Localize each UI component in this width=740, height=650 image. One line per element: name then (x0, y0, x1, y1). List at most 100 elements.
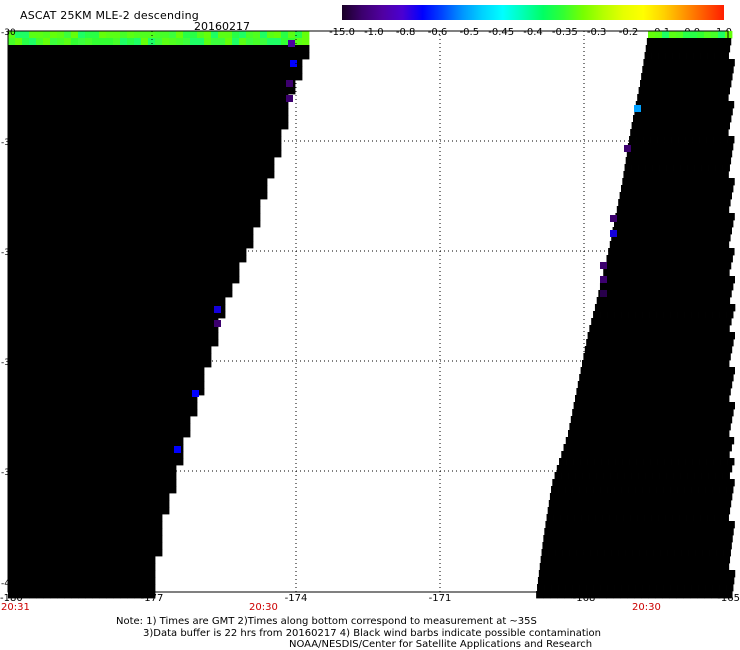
wind-cell (8, 94, 16, 102)
wind-cell (8, 248, 16, 256)
colorbar-tick-label: -0.4 (523, 27, 543, 38)
wind-cell (50, 66, 58, 74)
wind-cell (232, 115, 240, 123)
wind-cell (92, 507, 100, 515)
wind-cell (29, 591, 37, 599)
wind-cell (694, 360, 702, 368)
wind-cell (71, 241, 79, 249)
wind-cell (57, 458, 65, 466)
wind-cell (134, 360, 142, 368)
wind-cell (681, 199, 689, 207)
wind-cell (113, 122, 121, 130)
wind-cell (646, 500, 655, 508)
wind-cell (539, 563, 548, 571)
wind-cell (15, 318, 23, 326)
wind-cell (682, 227, 690, 235)
wind-cell (274, 73, 282, 81)
wind-cell (197, 290, 205, 298)
wind-cell (120, 570, 128, 578)
wind-cell (721, 241, 730, 249)
wind-cell (680, 556, 689, 564)
wind-cell (597, 353, 605, 361)
wind-cell (29, 185, 37, 193)
wind-cell (204, 31, 212, 39)
wind-cell (658, 52, 666, 60)
wind-cell (148, 381, 156, 389)
wind-cell (694, 395, 702, 403)
wind-cell (253, 220, 261, 228)
wind-cell (274, 129, 282, 137)
wind-cell (50, 227, 58, 235)
wind-cell (36, 367, 44, 375)
wind-cell (162, 353, 170, 361)
wind-cell (218, 38, 226, 46)
wind-cell (64, 115, 72, 123)
wind-cell (155, 332, 163, 340)
wind-cell (85, 311, 93, 319)
wind-cell (281, 115, 289, 123)
wind-cell (639, 234, 647, 242)
wind-cell (614, 577, 623, 585)
wind-cell (722, 269, 730, 277)
wind-cell (712, 220, 720, 228)
wind-cell (650, 521, 658, 529)
wind-cell (232, 66, 240, 74)
wind-cell (225, 136, 233, 144)
wind-cell (232, 185, 240, 193)
wind-cell (99, 150, 107, 158)
wind-cell (36, 248, 44, 256)
wind-cell (148, 325, 156, 333)
wind-cell (295, 45, 303, 53)
wind-cell (635, 339, 643, 347)
wind-cell (71, 465, 79, 473)
wind-cell (274, 38, 282, 46)
wind-cell (92, 262, 100, 270)
wind-cell (134, 38, 142, 46)
wind-cell (656, 528, 664, 536)
wind-cell (633, 416, 642, 424)
wind-cell (64, 458, 72, 466)
wind-cell (677, 486, 685, 494)
wind-cell (603, 395, 611, 403)
wind-cell (690, 108, 698, 116)
wind-cell (15, 283, 23, 291)
wind-cell (211, 94, 219, 102)
wind-cell (686, 241, 695, 249)
wind-cell (155, 409, 163, 417)
wind-cell (712, 374, 720, 382)
wind-cell (22, 423, 30, 431)
wind-cell (29, 171, 37, 179)
wind-cell (253, 213, 261, 221)
wind-cell (713, 136, 721, 144)
wind-cell (197, 304, 205, 312)
wind-cell (601, 402, 609, 410)
wind-cell (78, 346, 86, 354)
wind-cell (29, 388, 37, 396)
wind-cell (29, 164, 37, 172)
wind-cell (106, 101, 114, 109)
wind-cell (36, 360, 44, 368)
wind-cell (106, 213, 114, 221)
wind-cell (649, 584, 657, 592)
wind-cell (169, 241, 177, 249)
wind-cell (591, 493, 600, 501)
wind-cell (702, 262, 711, 270)
wind-cell (36, 563, 44, 571)
wind-cell (127, 311, 135, 319)
wind-cell (619, 542, 627, 550)
wind-cell (127, 269, 135, 277)
wind-cell (43, 94, 51, 102)
wind-cell (677, 584, 685, 592)
wind-cell (664, 304, 673, 312)
wind-cell (134, 59, 142, 67)
wind-cell (603, 430, 611, 438)
wind-cell (176, 325, 184, 333)
wind-cell (663, 339, 671, 347)
wind-cell (127, 514, 135, 522)
wind-cell (671, 332, 679, 340)
wind-cell (148, 318, 156, 326)
wind-cell (120, 346, 128, 354)
wind-cell (36, 381, 44, 389)
wind-cell (232, 164, 240, 172)
wind-cell (22, 129, 30, 137)
